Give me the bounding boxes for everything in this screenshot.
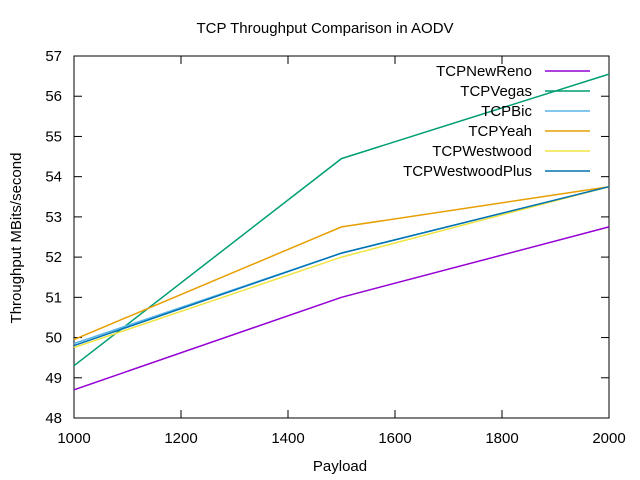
x-tick-label: 1800 xyxy=(485,430,518,447)
plot-area: 1000 1200 1400 1600 1800 2000 48 49 50 51 52 53 54 55… xyxy=(45,48,625,447)
legend: TCPNewReno TCPVegas TCPBic TCPYeah TCPWestwo… xyxy=(403,63,590,180)
y-tick-label: 51 xyxy=(45,289,62,306)
x-axis-title: Payload xyxy=(313,458,367,475)
series-line-tcpwestwoodplus xyxy=(73,185,610,347)
legend-label: TCPVegas xyxy=(460,83,532,100)
legend-label: TCPWestwood xyxy=(432,143,532,160)
x-tick-label: 1200 xyxy=(164,430,197,447)
y-tick-label: 48 xyxy=(45,410,62,427)
y-tick-label: 52 xyxy=(45,249,62,266)
y-tick-label: 57 xyxy=(45,48,62,65)
legend-label: TCPBic xyxy=(481,103,532,120)
y-tick-label: 50 xyxy=(45,330,62,347)
series-line-tcpnewreno xyxy=(73,226,610,391)
x-tick-label: 1000 xyxy=(57,430,90,447)
series-line-tcpyeah xyxy=(73,185,610,341)
y-tick-label: 49 xyxy=(45,370,62,387)
y-axis-title: Throughput MBits/second xyxy=(8,153,25,324)
series-line-tcpwestwood xyxy=(73,185,610,349)
plot-border xyxy=(73,55,610,419)
x-tick-label: 2000 xyxy=(592,430,625,447)
y-tick-label: 54 xyxy=(45,169,62,186)
y-tick-label: 56 xyxy=(45,88,62,105)
legend-label: TCPNewReno xyxy=(436,63,532,80)
x-tick-label: 1400 xyxy=(271,430,304,447)
y-tick-label: 55 xyxy=(45,128,62,145)
x-tick-label: 1600 xyxy=(378,430,411,447)
legend-label: TCPWestwoodPlus xyxy=(403,163,532,180)
chart-title: TCP Throughput Comparison in AODV xyxy=(196,20,453,37)
legend-label: TCPYeah xyxy=(468,123,532,140)
y-tick-label: 53 xyxy=(45,209,62,226)
series-line-tcpvegas xyxy=(73,73,610,367)
